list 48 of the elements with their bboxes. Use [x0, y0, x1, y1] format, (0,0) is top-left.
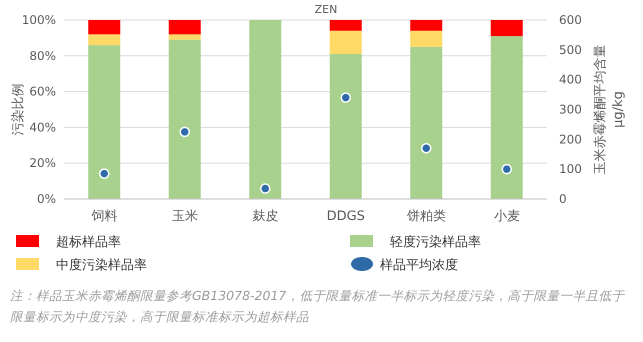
- y-tick-label: 20%: [29, 156, 56, 170]
- bar: [88, 20, 120, 34]
- bar: [410, 30, 442, 47]
- x-tick-label: 饲料: [90, 209, 118, 224]
- bar: [88, 45, 120, 199]
- y2-tick-label: 600: [559, 13, 582, 27]
- bar: [410, 20, 442, 31]
- y-tick-label: 80%: [29, 48, 56, 63]
- y2-tick-label: 400: [559, 72, 582, 87]
- point: [502, 164, 512, 174]
- y2-axis-title: 玉米赤霉烯酮平均含量 μg/kg: [593, 44, 626, 174]
- legend-label: 中度污染样品率: [56, 257, 147, 273]
- legend-label: 样品平均浓度: [380, 257, 458, 273]
- bar: [330, 20, 362, 31]
- bar: [410, 46, 442, 199]
- point: [99, 168, 110, 179]
- bar: [168, 40, 201, 199]
- y-axis-title: 污染比例: [11, 84, 26, 136]
- y-tick-label: 100%: [22, 13, 56, 27]
- bar: [168, 20, 201, 34]
- bar: [490, 36, 523, 199]
- x-tick-label: 玉米: [172, 209, 198, 224]
- chart-title: ZEN: [314, 3, 338, 16]
- bar: [490, 20, 523, 36]
- text: 注：样品玉米赤霉烯酮限量参考GB13078-2017，低于限量标准一半标示为轻度污染，高于限量一半且低于限量标示为中度污染，高于限量标准标示为超标样品: [10, 288, 626, 324]
- point: [421, 143, 432, 154]
- point: [260, 183, 270, 194]
- bar: [330, 30, 362, 54]
- x-tick-label: 饼粕类: [406, 209, 446, 224]
- y2-tick-label: 500: [559, 42, 582, 57]
- bar: [88, 34, 120, 46]
- x-tick-label: 小麦: [494, 209, 520, 224]
- y-tick-label: 0%: [36, 192, 56, 206]
- legend-label: 超标样品率: [56, 234, 121, 250]
- x-tick-label: DDGS: [326, 209, 365, 224]
- bar: [249, 20, 282, 199]
- y2-tick-label: 0: [559, 192, 567, 206]
- x-tick-label: 麸皮: [252, 209, 278, 224]
- bar: [330, 54, 362, 199]
- y-tick-label: 60%: [29, 84, 56, 99]
- y2-tick-label: 100: [559, 162, 582, 176]
- bar: [168, 34, 201, 40]
- point: [180, 126, 190, 138]
- y2-tick-label: 300: [559, 102, 582, 116]
- y2-tick-label: 200: [559, 132, 582, 146]
- point: [340, 92, 351, 103]
- y-tick-label: 40%: [29, 120, 56, 134]
- legend-label: 轻度污染样品率: [390, 234, 481, 250]
